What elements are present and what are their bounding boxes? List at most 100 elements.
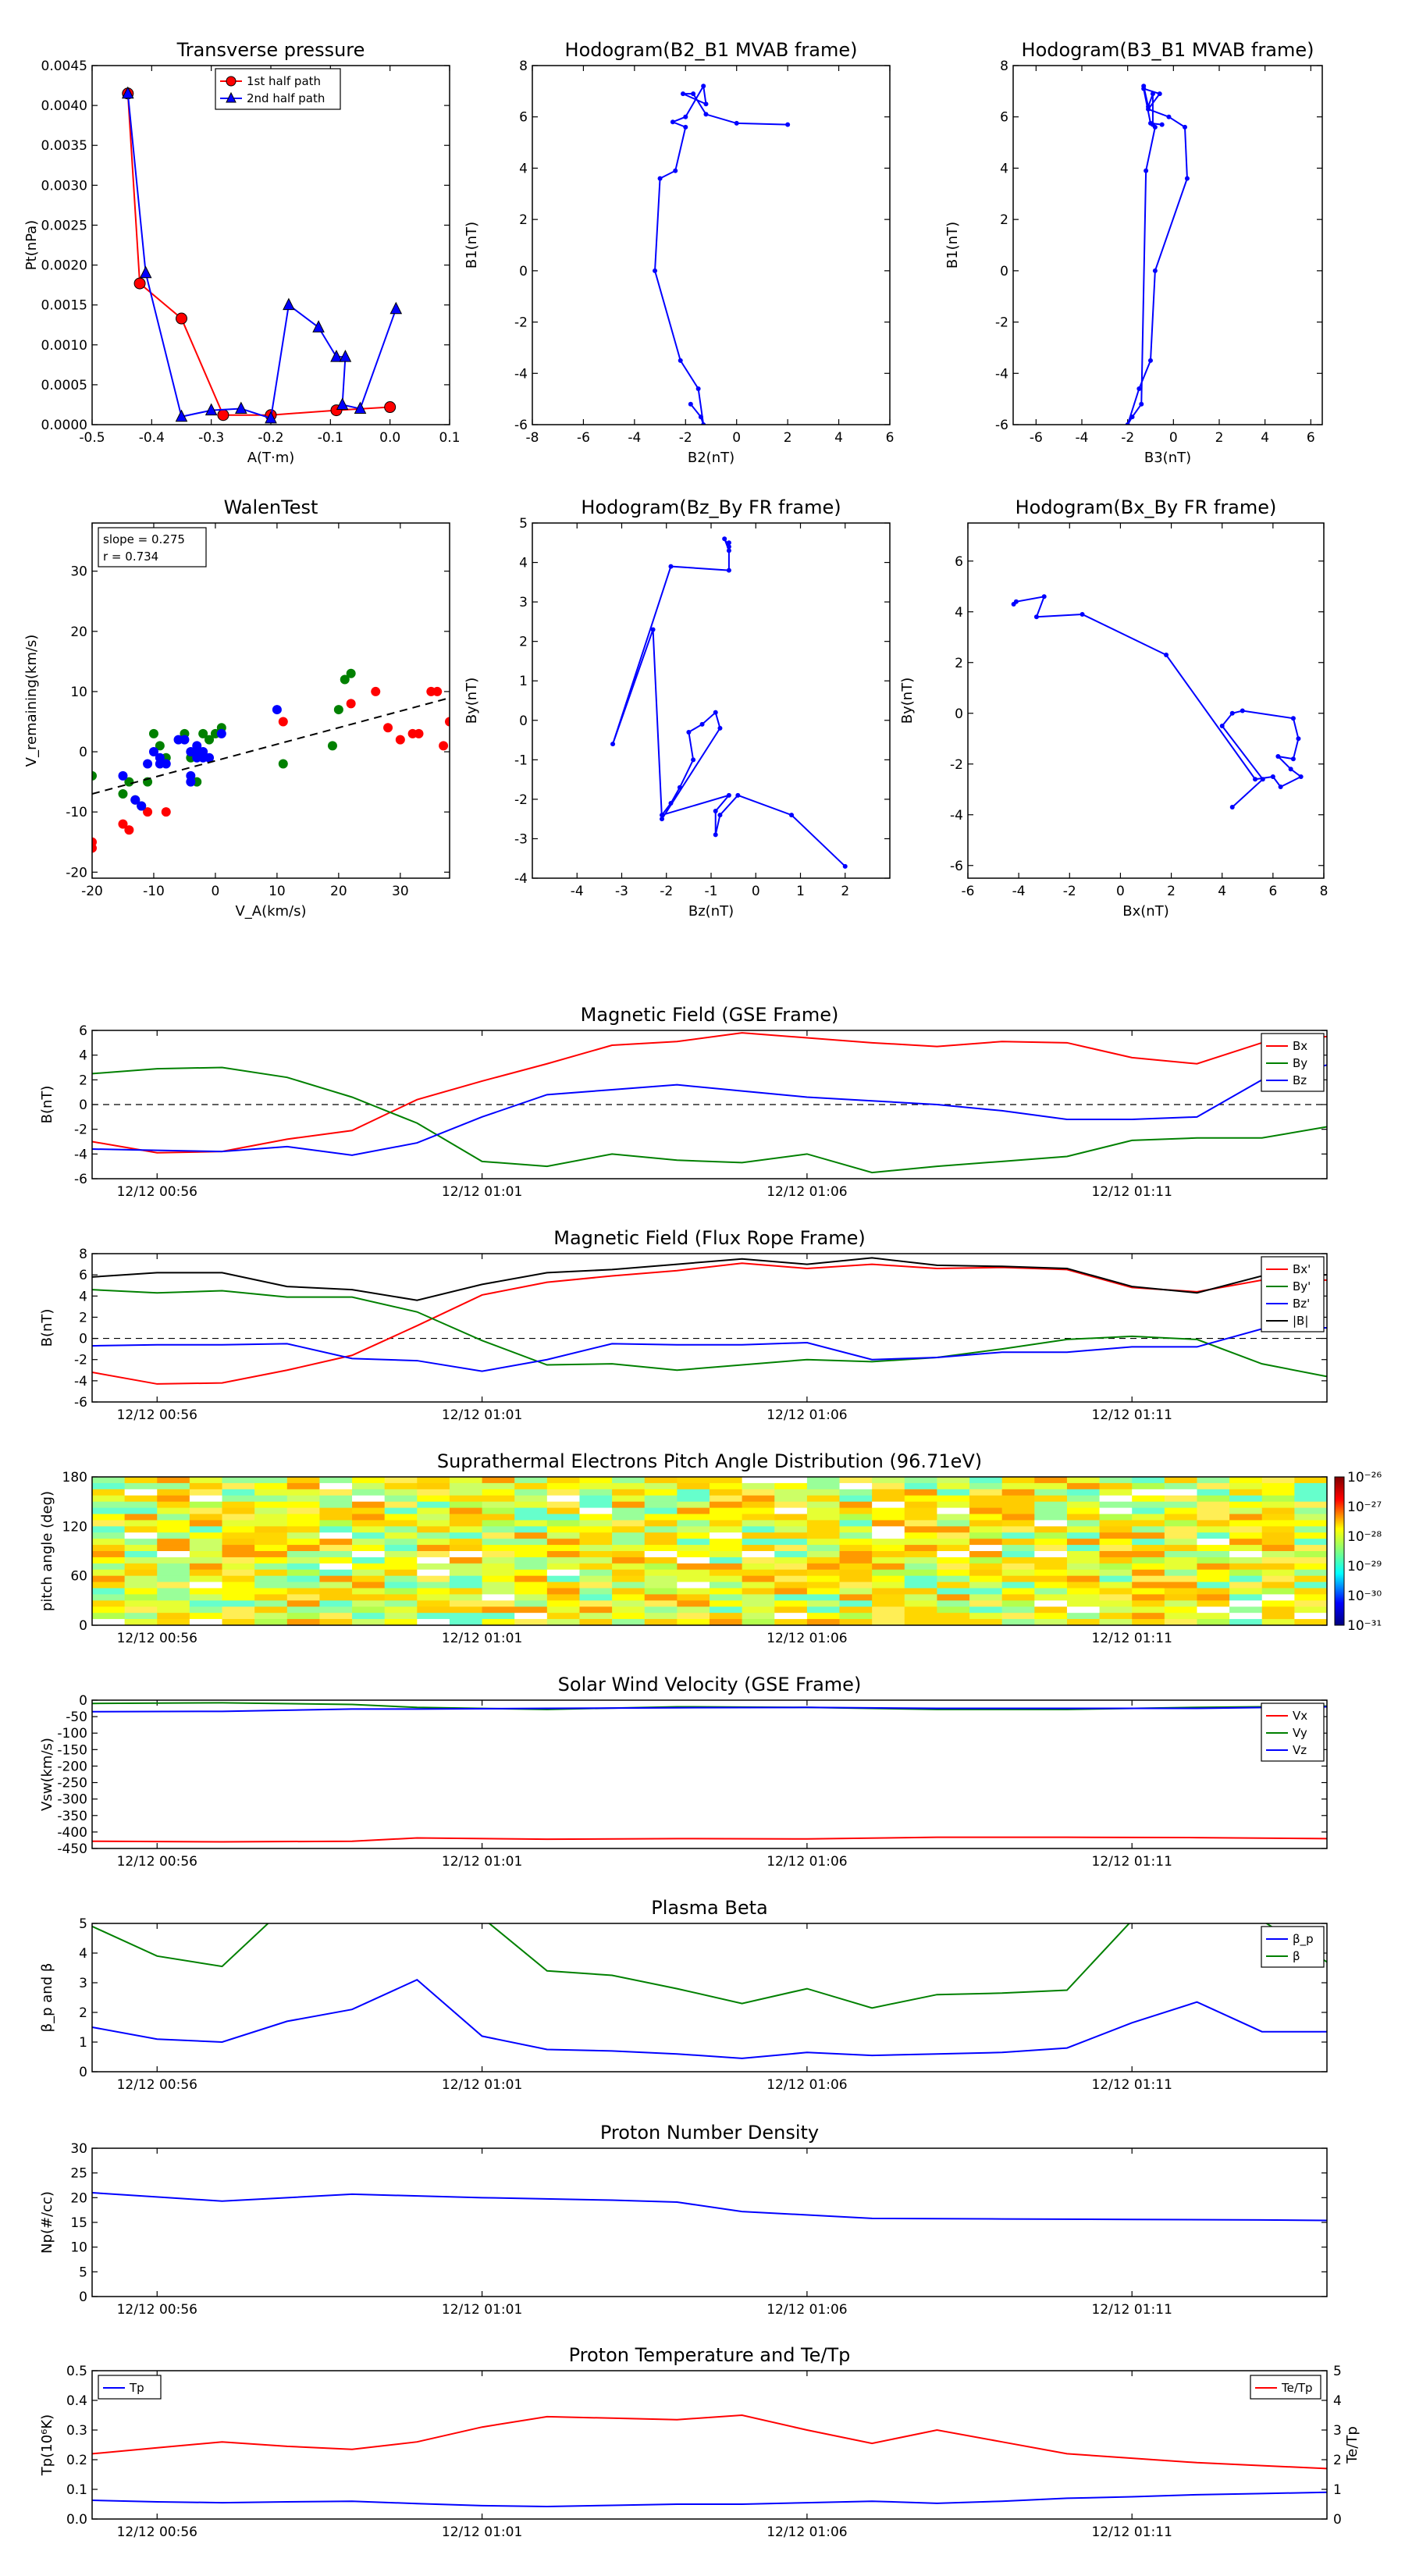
heatmap-cell [1099,1575,1133,1583]
heatmap-cell [1132,1594,1165,1601]
heatmap-cell [1261,1545,1295,1552]
heatmap-cell [677,1489,710,1496]
heatmap-cell [222,1514,255,1521]
heatmap-cell [1197,1477,1230,1484]
heatmap-cell [839,1526,873,1533]
y-tick-label: 6 [79,1023,87,1039]
heatmap-cell [222,1532,255,1539]
heatmap-cell [579,1600,613,1607]
heatmap-cell [904,1539,937,1546]
y-tick-label: 1 [79,2035,87,2051]
heatmap-cell [904,1569,937,1577]
heatmap-cell [222,1575,255,1583]
scatter-point-red [432,686,443,696]
y-tick-label: -100 [57,1726,87,1742]
heatmap-cell [937,1551,970,1558]
heatmap-cell [319,1539,353,1546]
heatmap-cell [254,1588,288,1595]
x-tick-label: -2 [679,430,692,446]
y-axis-label: By(nT) [464,678,480,724]
marker-dot [1080,612,1085,617]
heatmap-cell [92,1495,126,1503]
y-tick-label: 8 [79,1247,87,1262]
heatmap-cell [937,1477,970,1484]
heatmap-cell [774,1477,808,1484]
marker-dot [713,710,718,715]
marker-dot [785,122,791,127]
heatmap-cell [1066,1569,1101,1577]
heatmap-cell [806,1606,841,1614]
heatmap-cell [384,1477,418,1484]
marker-dot [1150,122,1155,127]
x-tick-label: 12/12 00:56 [117,1407,197,1423]
heatmap-cell [937,1619,970,1625]
series-line-2nd half path [126,93,397,420]
y-tick-label: 0.2 [66,2453,87,2468]
heatmap-cell [157,1600,190,1607]
x-tick-label: -4 [1076,430,1089,446]
marker-dot [677,785,682,790]
marker-dot [1148,358,1153,363]
axes-frame [1012,65,1323,425]
y-tick-label: -2 [74,1353,87,1368]
heatmap-cell [710,1619,743,1625]
heatmap-cell [92,1539,126,1546]
heatmap-cell [449,1575,483,1583]
heatmap-cell [1294,1619,1327,1625]
heatmap-cell [92,1514,126,1521]
heatmap-cell [417,1575,450,1583]
heatmap-cell [1197,1613,1230,1620]
heatmap-cell [222,1477,255,1484]
heatmap-cell [1099,1563,1133,1571]
heatmap-cell [384,1582,418,1589]
chart-title: Suprathermal Electrons Pitch Angle Distr… [437,1450,982,1472]
heatmap-cell [352,1551,386,1558]
heatmap-cell [352,1482,386,1490]
marker-dot [681,91,686,97]
y-tick-label: -50 [66,1710,87,1725]
heatmap-cell [417,1606,450,1614]
heatmap-cell [189,1613,223,1620]
y-tick-label: -4 [950,808,963,824]
heatmap-cell [644,1600,678,1607]
heatmap-cell [482,1514,515,1521]
heatmap-cell [904,1495,937,1503]
heatmap-cell [1261,1557,1295,1564]
heatmap-cell [579,1482,613,1490]
heatmap-cell [1132,1569,1165,1577]
heatmap-cell [384,1526,418,1533]
heatmap-cell [384,1563,418,1571]
heatmap-cell [189,1520,223,1527]
heatmap-cell [286,1507,320,1514]
heatmap-cell [546,1501,580,1509]
y-tick-label: 2 [519,212,528,228]
heatmap-cell [904,1482,937,1490]
x-tick-label: 12/12 01:11 [1092,2302,1172,2318]
x-tick-label: -2 [660,884,673,899]
heatmap-cell [482,1588,515,1595]
heatmap-cell [742,1532,775,1539]
heatmap-cell [1229,1520,1263,1527]
x-tick-label: -0.2 [258,430,283,446]
heatmap-cell [482,1477,515,1484]
heatmap-cell [579,1563,613,1571]
heatmap-cell [1034,1489,1068,1496]
x-tick-label: 0 [752,884,760,899]
heatmap-cell [742,1588,775,1595]
heatmap-cell [774,1551,808,1558]
heatmap-cell [319,1526,353,1533]
scatter-point-green [327,741,337,751]
series-line-Bz [92,1064,1327,1156]
heatmap-cell [937,1514,970,1521]
heatmap-cell [644,1520,678,1527]
heatmap-cell [417,1539,450,1546]
heatmap-cell [904,1545,937,1552]
heatmap-cell [189,1551,223,1558]
panel-beta: Plasma Beta 0 1 2 3 4 5 12/12 00:56 12/12 01:01 1… [39,1897,1328,2093]
heatmap-cell [92,1520,126,1527]
heatmap-cell [384,1600,418,1607]
x-tick-label: 0 [1169,430,1178,446]
heatmap-cell [1132,1532,1165,1539]
y-tick-label: 2 [79,2005,87,2021]
heatmap-cell [839,1520,873,1527]
